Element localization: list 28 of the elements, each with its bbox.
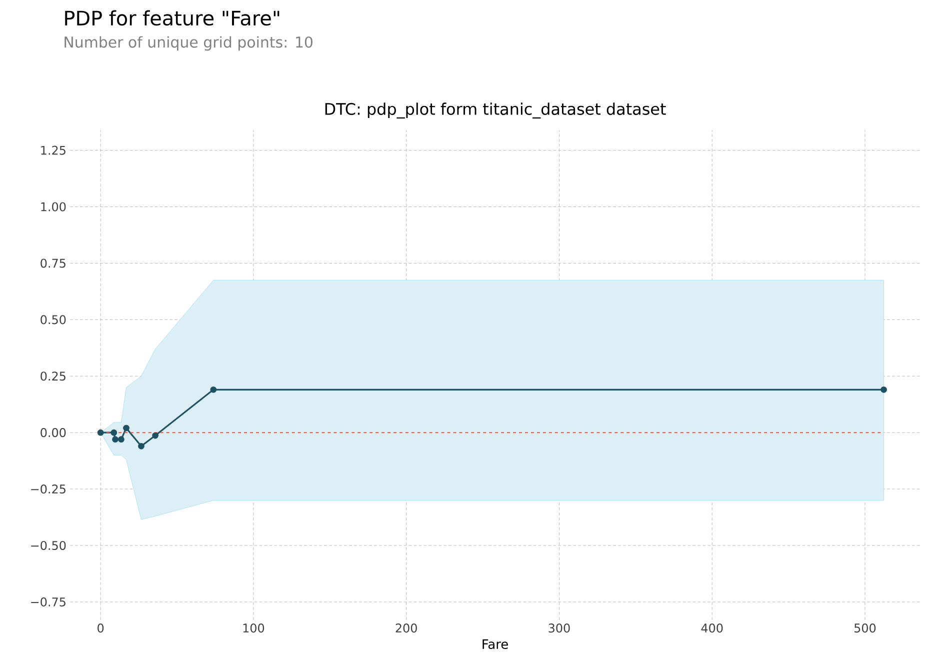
x-tick-label: 300: [548, 624, 570, 633]
x-tick-label: 100: [243, 624, 264, 633]
point: [123, 424, 130, 432]
x-tick-label: 200: [396, 624, 417, 633]
y-tick-label: 1.25: [41, 146, 66, 155]
point: [138, 442, 144, 450]
chart-subtitle: Number of unique grid points: 10: [64, 36, 312, 51]
point: [880, 386, 887, 393]
point: [110, 429, 118, 436]
x-tick-label: 500: [854, 624, 876, 633]
y-tick-label: 0.50: [40, 315, 66, 324]
y-tick-label: 0.00: [40, 428, 66, 438]
y-tick-label: 0.75: [40, 258, 66, 268]
point: [97, 429, 104, 436]
y-tick-label: 1.00: [41, 202, 66, 212]
point: [210, 386, 217, 393]
x-tick-label: 400: [701, 624, 723, 633]
point: [118, 436, 124, 443]
y-tick-label: −0.75: [31, 597, 66, 606]
y-tick-label: −0.50: [31, 540, 66, 550]
text: DTC: pdp_plot form titanic_dataset dataset: [325, 102, 666, 119]
y-tick-label: −0.25: [31, 484, 66, 494]
x-tick-label: 0: [98, 624, 104, 633]
point: [112, 436, 118, 443]
y-tick-label: 0.25: [40, 372, 66, 381]
chart-title: PDP for feature "Fare": [65, 10, 280, 26]
point: [152, 432, 158, 439]
x-axis-title: Fare: [482, 639, 508, 650]
